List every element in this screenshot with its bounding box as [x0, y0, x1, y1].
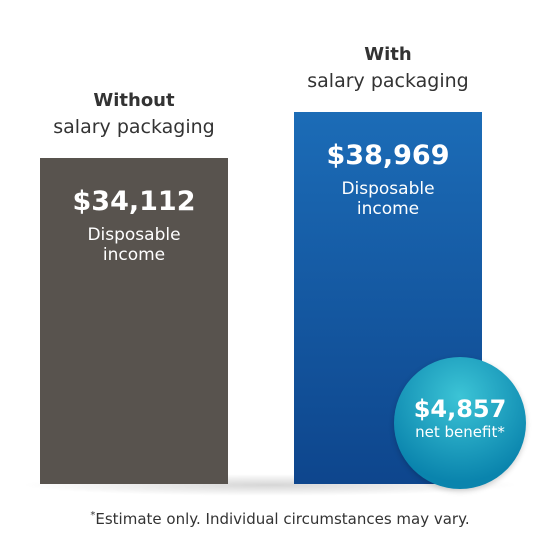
value-label: $34,112	[72, 186, 196, 218]
category-subtitle: salary packaging	[307, 70, 469, 92]
category-title: With	[364, 44, 412, 65]
category-subtitle: salary packaging	[53, 116, 215, 139]
value-label: $38,969	[326, 140, 450, 171]
category-heading: With salary packaging	[274, 42, 502, 94]
bar: $34,112 Disposable income	[40, 158, 228, 484]
footnote-marker: *	[90, 510, 96, 521]
footnote: *Estimate only. Individual circumstances…	[0, 510, 560, 528]
category-heading: Without salary packaging	[20, 88, 248, 140]
value-caption: Disposable income	[341, 179, 435, 219]
net-benefit-badge: $4,857 net benefit*	[394, 357, 526, 489]
footnote-text: Estimate only. Individual circumstances …	[95, 510, 470, 528]
net-benefit-value: $4,857	[413, 395, 507, 423]
value-caption: Disposable income	[87, 225, 181, 266]
category-title: Without	[93, 90, 175, 112]
net-benefit-caption: net benefit*	[415, 423, 505, 441]
